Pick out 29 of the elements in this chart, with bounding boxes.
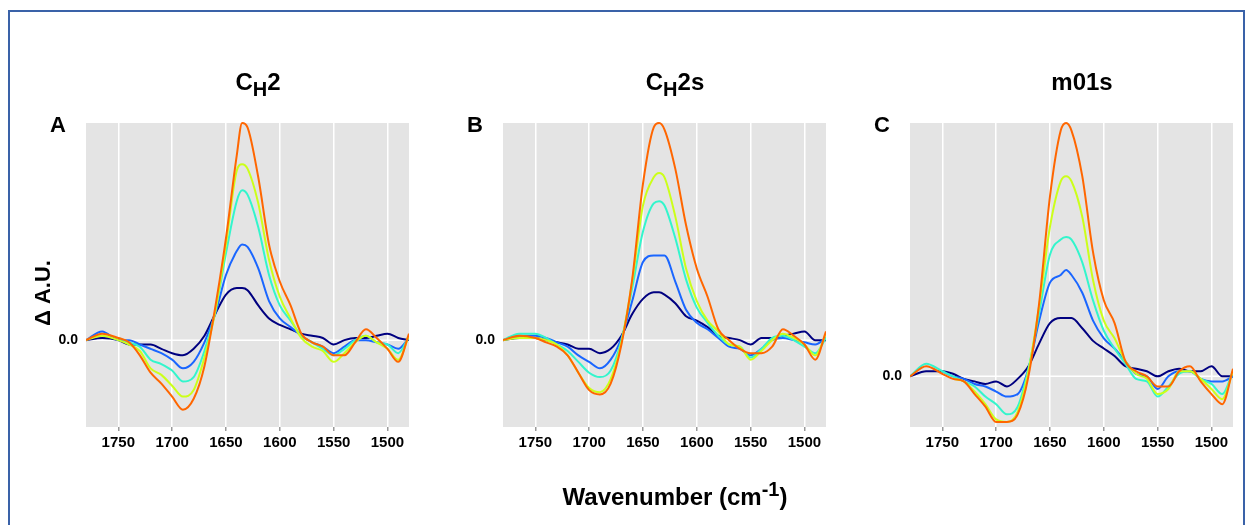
x-tick-label: 1500 (787, 433, 822, 451)
chart-title: C$_{H}$2 (234, 68, 282, 101)
x-tick-label: 1600 (680, 433, 714, 451)
x-tick-label: 1750 (518, 433, 552, 451)
x-tick-label: 1650 (626, 433, 660, 451)
x-tick-label: 1700 (979, 433, 1013, 451)
ref-line-label: 0.0 (58, 331, 79, 347)
x-tick-label: 1600 (1087, 433, 1121, 451)
x-tick-label: 1550 (1140, 433, 1175, 451)
chart-title: C$_{H}$2s (644, 68, 706, 101)
x-tick-label: 1550 (733, 433, 768, 451)
x-tick-label: 1550 (316, 433, 351, 451)
x-tick-label: 1600 (263, 433, 297, 451)
x-tick-label: 1700 (572, 433, 606, 451)
ref-line-label: 0.0 (475, 331, 496, 347)
x-tick-label: 1650 (209, 433, 243, 451)
x-tick-label: 1500 (1194, 433, 1229, 451)
text: B (467, 112, 483, 138)
x-tick-label: 1750 (925, 433, 959, 451)
x-tick-label: 1750 (101, 433, 135, 451)
y-axis-title: Δ A.U. (29, 260, 56, 326)
chart-title: m01s (1050, 68, 1114, 96)
x-tick-label: 1650 (1033, 433, 1067, 451)
text: A (50, 112, 66, 138)
x-axis-title: Wavenumber (cm$^{-1}$) (561, 478, 789, 511)
x-tick-label: 1700 (155, 433, 189, 451)
text: C (874, 112, 890, 138)
ref-line-label: 0.0 (882, 367, 903, 384)
x-tick-label: 1500 (370, 433, 405, 451)
